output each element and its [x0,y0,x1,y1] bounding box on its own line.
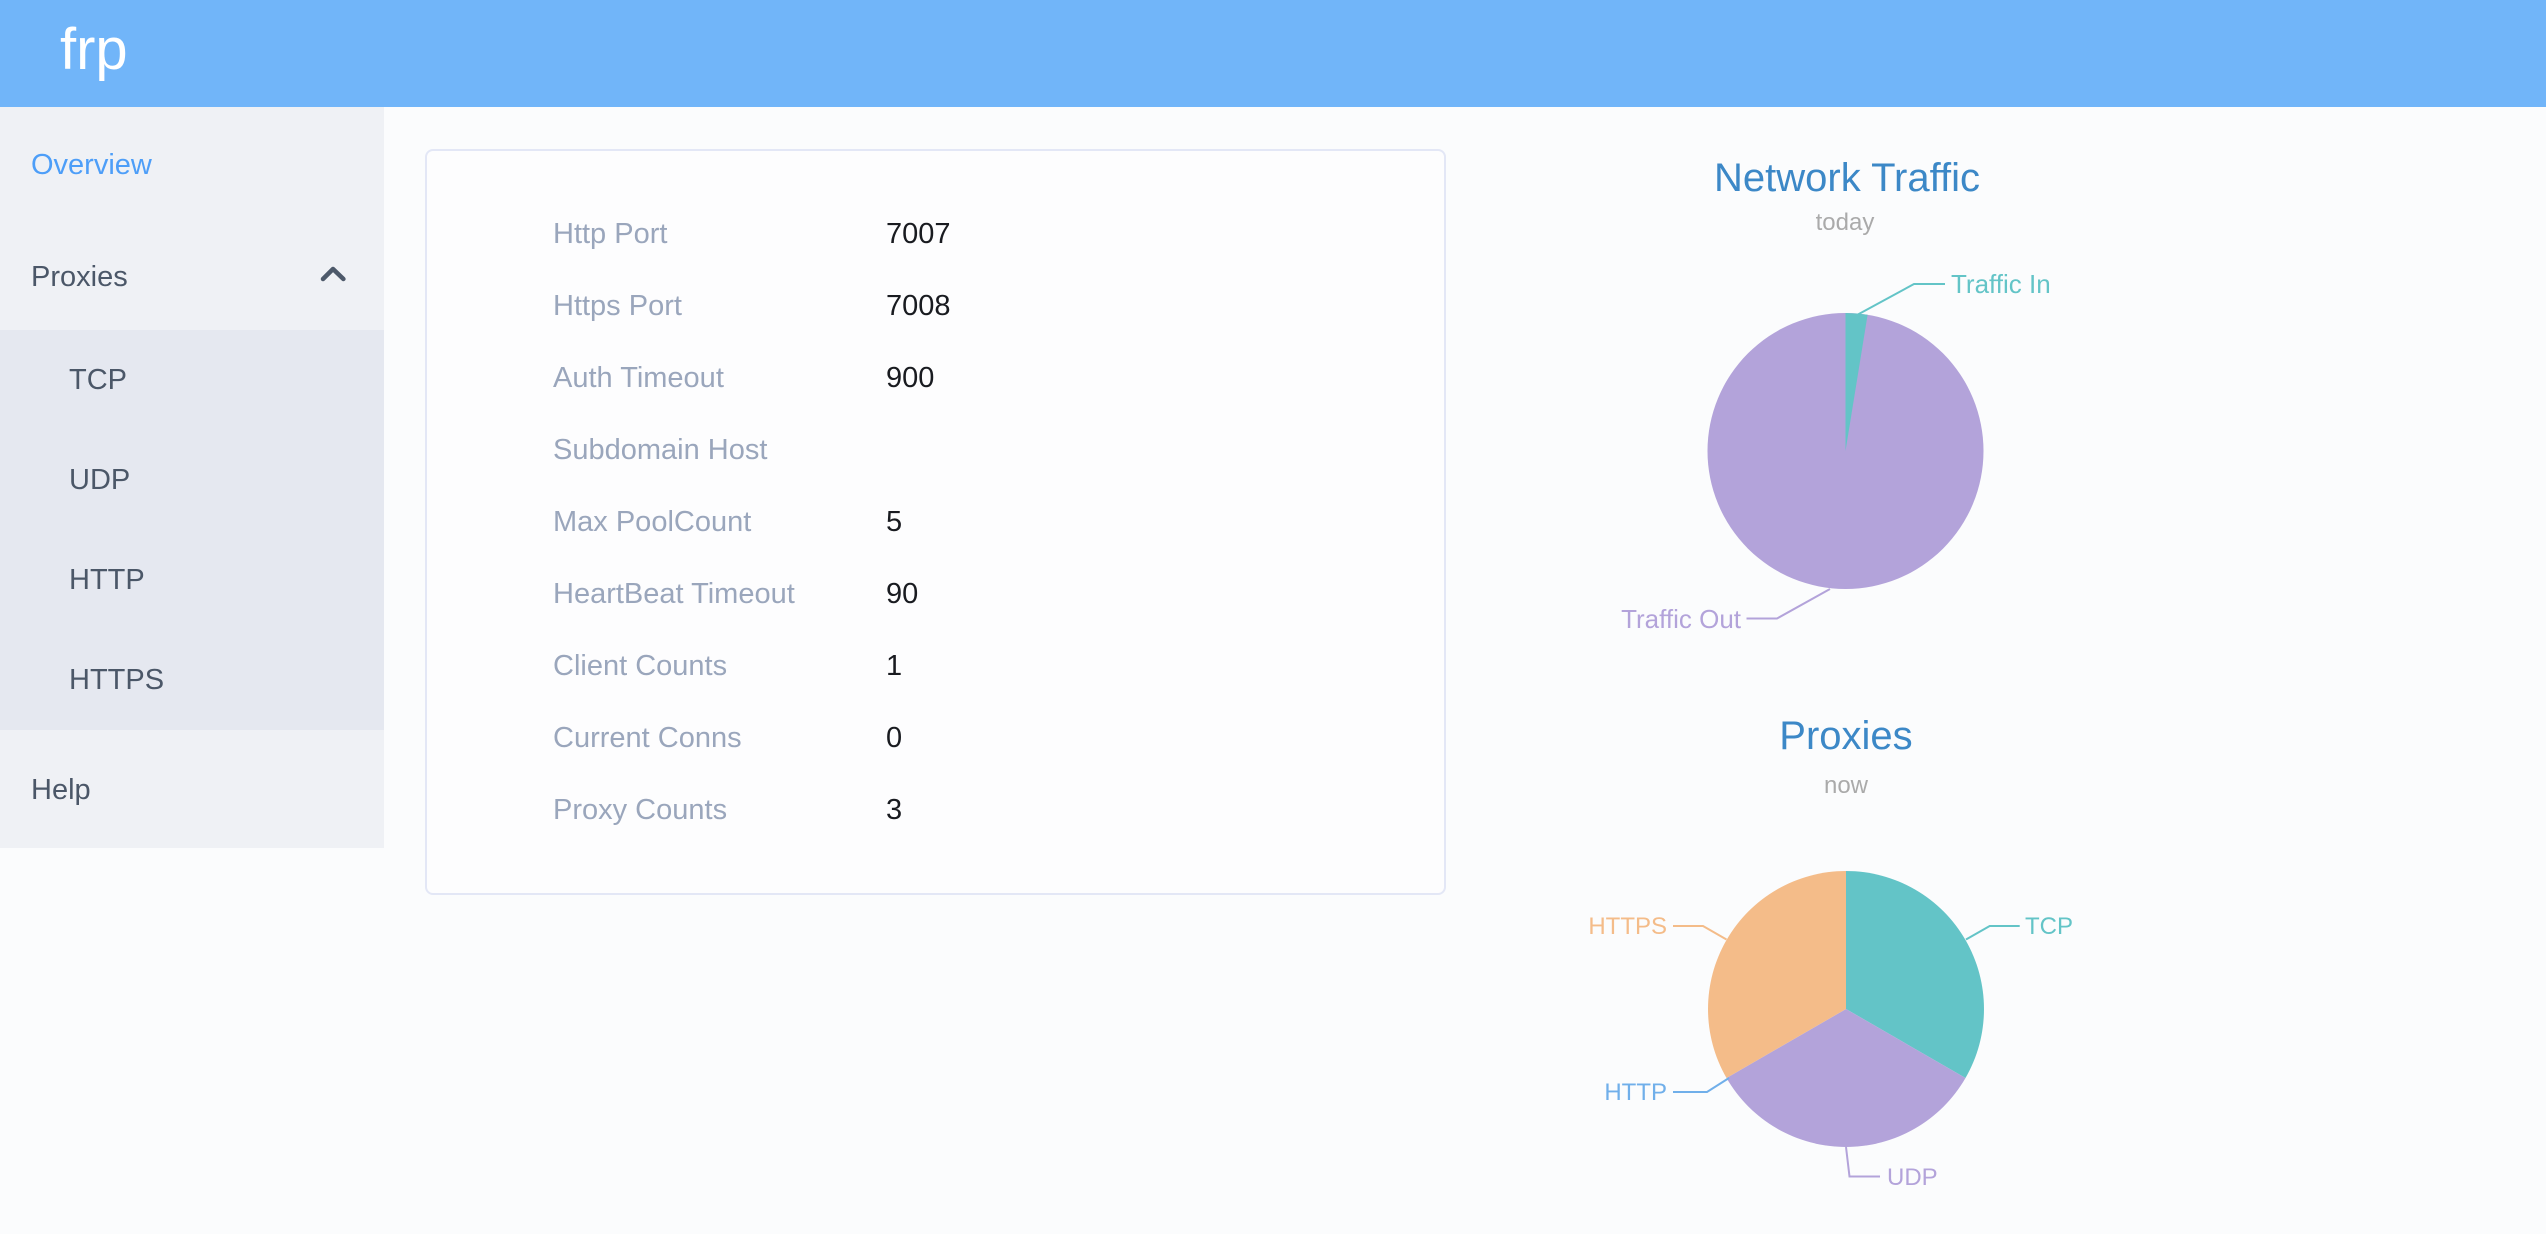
svg-text:now: now [1824,772,1869,799]
svg-text:TCP: TCP [2025,913,2073,940]
svg-text:HTTPS: HTTPS [1588,913,1667,940]
svg-text:Proxies: Proxies [1779,714,1912,758]
svg-text:Traffic In: Traffic In [1951,269,2051,299]
svg-text:UDP: UDP [1887,1164,1938,1191]
svg-text:today: today [1816,209,1875,236]
svg-text:Traffic Out: Traffic Out [1621,604,1742,634]
svg-text:HTTP: HTTP [1604,1079,1667,1106]
svg-text:Network Traffic: Network Traffic [1714,156,1980,200]
